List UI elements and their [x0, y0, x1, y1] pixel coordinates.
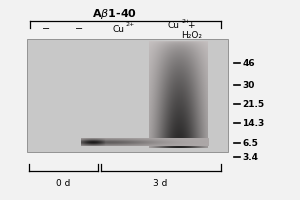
Text: 30: 30 [242, 81, 255, 90]
Text: 2+: 2+ [126, 21, 135, 26]
Text: A$\beta$1-40: A$\beta$1-40 [92, 7, 136, 21]
Text: H₂O₂: H₂O₂ [182, 31, 203, 40]
Text: 3 d: 3 d [153, 179, 168, 188]
Text: 2+: 2+ [182, 19, 191, 24]
Text: −: − [75, 24, 84, 34]
Text: 6.5: 6.5 [242, 138, 258, 148]
Text: 14.3: 14.3 [242, 118, 265, 128]
Text: 21.5: 21.5 [242, 100, 265, 109]
Text: 0 d: 0 d [56, 179, 70, 188]
Text: +: + [188, 21, 195, 30]
Text: 3.4: 3.4 [242, 152, 258, 162]
Text: Cu: Cu [112, 24, 124, 33]
Text: Cu: Cu [168, 21, 180, 30]
FancyBboxPatch shape [27, 39, 228, 152]
Text: 46: 46 [242, 58, 255, 68]
Text: −: − [42, 24, 51, 34]
